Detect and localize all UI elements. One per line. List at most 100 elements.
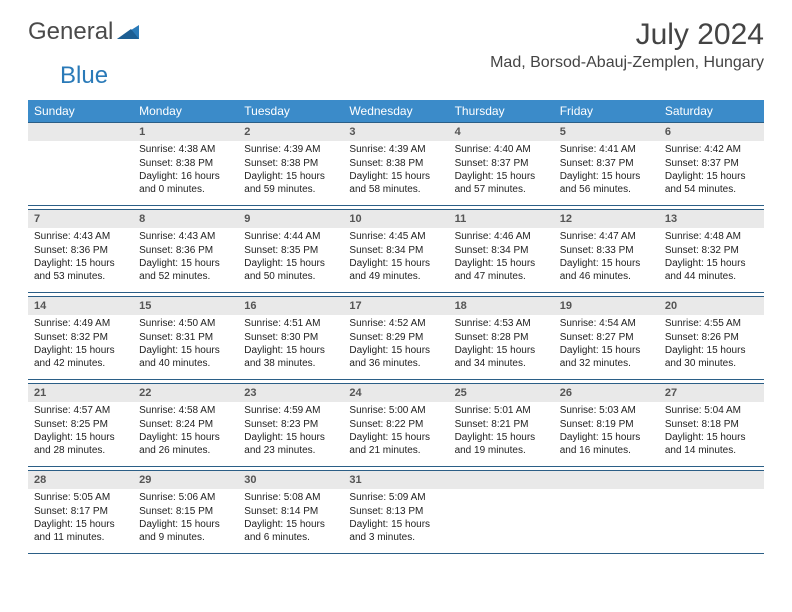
sunrise-text: Sunrise: 4:54 AM <box>560 318 653 331</box>
day-info-cell <box>659 489 764 554</box>
sunset-text: Sunset: 8:36 PM <box>139 245 232 258</box>
day-number-cell: 8 <box>133 210 238 229</box>
sunset-text: Sunset: 8:33 PM <box>560 245 653 258</box>
calendar-table: Sunday Monday Tuesday Wednesday Thursday… <box>28 100 764 558</box>
week-gap-row <box>28 554 764 558</box>
day-info-cell: Sunrise: 4:48 AMSunset: 8:32 PMDaylight:… <box>659 228 764 293</box>
daylight-text: Daylight: 15 hours and 11 minutes. <box>34 519 127 544</box>
day-info-cell: Sunrise: 4:39 AMSunset: 8:38 PMDaylight:… <box>343 141 448 206</box>
sunset-text: Sunset: 8:36 PM <box>34 245 127 258</box>
daylight-text: Daylight: 15 hours and 56 minutes. <box>560 171 653 196</box>
day-number-cell: 14 <box>28 297 133 316</box>
day-info-row: Sunrise: 4:38 AMSunset: 8:38 PMDaylight:… <box>28 141 764 206</box>
day-number-cell: 11 <box>449 210 554 229</box>
sunrise-text: Sunrise: 5:01 AM <box>455 405 548 418</box>
sunrise-text: Sunrise: 5:04 AM <box>665 405 758 418</box>
daylight-text: Daylight: 15 hours and 42 minutes. <box>34 345 127 370</box>
sunrise-text: Sunrise: 4:42 AM <box>665 144 758 157</box>
day-info-cell: Sunrise: 4:46 AMSunset: 8:34 PMDaylight:… <box>449 228 554 293</box>
day-info-cell: Sunrise: 4:47 AMSunset: 8:33 PMDaylight:… <box>554 228 659 293</box>
day-number-cell: 23 <box>238 384 343 403</box>
daylight-text: Daylight: 15 hours and 58 minutes. <box>349 171 442 196</box>
day-number-cell: 13 <box>659 210 764 229</box>
sunrise-text: Sunrise: 5:08 AM <box>244 492 337 505</box>
day-info-cell: Sunrise: 4:40 AMSunset: 8:37 PMDaylight:… <box>449 141 554 206</box>
sunset-text: Sunset: 8:37 PM <box>560 158 653 171</box>
sunset-text: Sunset: 8:14 PM <box>244 506 337 519</box>
sunrise-text: Sunrise: 5:03 AM <box>560 405 653 418</box>
day-number-cell: 1 <box>133 123 238 142</box>
daylight-text: Daylight: 15 hours and 23 minutes. <box>244 432 337 457</box>
calendar-body: 123456 Sunrise: 4:38 AMSunset: 8:38 PMDa… <box>28 123 764 558</box>
daylight-text: Daylight: 15 hours and 57 minutes. <box>455 171 548 196</box>
day-info-cell: Sunrise: 4:58 AMSunset: 8:24 PMDaylight:… <box>133 402 238 467</box>
day-number-row: 28293031 <box>28 471 764 490</box>
dow-thursday: Thursday <box>449 100 554 123</box>
sunset-text: Sunset: 8:34 PM <box>455 245 548 258</box>
dow-friday: Friday <box>554 100 659 123</box>
daylight-text: Daylight: 15 hours and 3 minutes. <box>349 519 442 544</box>
sunset-text: Sunset: 8:32 PM <box>665 245 758 258</box>
day-number-cell: 4 <box>449 123 554 142</box>
day-info-cell: Sunrise: 4:54 AMSunset: 8:27 PMDaylight:… <box>554 315 659 380</box>
sunset-text: Sunset: 8:23 PM <box>244 419 337 432</box>
sunset-text: Sunset: 8:22 PM <box>349 419 442 432</box>
day-number-cell: 10 <box>343 210 448 229</box>
sunset-text: Sunset: 8:35 PM <box>244 245 337 258</box>
sunrise-text: Sunrise: 4:46 AM <box>455 231 548 244</box>
sunset-text: Sunset: 8:21 PM <box>455 419 548 432</box>
sunset-text: Sunset: 8:37 PM <box>455 158 548 171</box>
day-info-cell <box>554 489 659 554</box>
sunrise-text: Sunrise: 4:55 AM <box>665 318 758 331</box>
daylight-text: Daylight: 15 hours and 21 minutes. <box>349 432 442 457</box>
sunrise-text: Sunrise: 4:59 AM <box>244 405 337 418</box>
sunset-text: Sunset: 8:25 PM <box>34 419 127 432</box>
daylight-text: Daylight: 15 hours and 9 minutes. <box>139 519 232 544</box>
day-number-cell: 9 <box>238 210 343 229</box>
sunrise-text: Sunrise: 4:45 AM <box>349 231 442 244</box>
day-info-cell: Sunrise: 4:51 AMSunset: 8:30 PMDaylight:… <box>238 315 343 380</box>
day-info-cell: Sunrise: 4:59 AMSunset: 8:23 PMDaylight:… <box>238 402 343 467</box>
day-info-cell: Sunrise: 4:38 AMSunset: 8:38 PMDaylight:… <box>133 141 238 206</box>
sunset-text: Sunset: 8:38 PM <box>244 158 337 171</box>
day-number-cell: 31 <box>343 471 448 490</box>
day-number-cell: 25 <box>449 384 554 403</box>
month-title: July 2024 <box>490 18 764 52</box>
sunset-text: Sunset: 8:15 PM <box>139 506 232 519</box>
day-number-row: 21222324252627 <box>28 384 764 403</box>
sunrise-text: Sunrise: 5:06 AM <box>139 492 232 505</box>
day-number-cell: 3 <box>343 123 448 142</box>
daylight-text: Daylight: 15 hours and 19 minutes. <box>455 432 548 457</box>
sunrise-text: Sunrise: 4:41 AM <box>560 144 653 157</box>
day-info-cell: Sunrise: 5:05 AMSunset: 8:17 PMDaylight:… <box>28 489 133 554</box>
day-info-cell: Sunrise: 4:52 AMSunset: 8:29 PMDaylight:… <box>343 315 448 380</box>
day-number-cell: 20 <box>659 297 764 316</box>
day-info-cell <box>449 489 554 554</box>
day-info-cell: Sunrise: 4:41 AMSunset: 8:37 PMDaylight:… <box>554 141 659 206</box>
brand-text-1: General <box>28 18 113 46</box>
sunset-text: Sunset: 8:38 PM <box>349 158 442 171</box>
day-number-cell: 15 <box>133 297 238 316</box>
daylight-text: Daylight: 15 hours and 59 minutes. <box>244 171 337 196</box>
day-number-cell: 26 <box>554 384 659 403</box>
day-info-cell: Sunrise: 5:08 AMSunset: 8:14 PMDaylight:… <box>238 489 343 554</box>
brand-text-2: Blue <box>60 62 108 89</box>
sunset-text: Sunset: 8:26 PM <box>665 332 758 345</box>
sunset-text: Sunset: 8:34 PM <box>349 245 442 258</box>
day-info-cell: Sunrise: 4:45 AMSunset: 8:34 PMDaylight:… <box>343 228 448 293</box>
sunset-text: Sunset: 8:17 PM <box>34 506 127 519</box>
dow-tuesday: Tuesday <box>238 100 343 123</box>
sunset-text: Sunset: 8:24 PM <box>139 419 232 432</box>
day-number-cell: 22 <box>133 384 238 403</box>
daylight-text: Daylight: 15 hours and 14 minutes. <box>665 432 758 457</box>
sunrise-text: Sunrise: 4:57 AM <box>34 405 127 418</box>
dow-sunday: Sunday <box>28 100 133 123</box>
day-info-cell: Sunrise: 4:39 AMSunset: 8:38 PMDaylight:… <box>238 141 343 206</box>
sunrise-text: Sunrise: 4:44 AM <box>244 231 337 244</box>
day-number-cell: 5 <box>554 123 659 142</box>
day-info-cell: Sunrise: 5:06 AMSunset: 8:15 PMDaylight:… <box>133 489 238 554</box>
day-info-cell: Sunrise: 5:00 AMSunset: 8:22 PMDaylight:… <box>343 402 448 467</box>
day-number-cell: 24 <box>343 384 448 403</box>
title-block: July 2024 Mad, Borsod-Abauj-Zemplen, Hun… <box>490 18 764 72</box>
day-number-cell: 18 <box>449 297 554 316</box>
